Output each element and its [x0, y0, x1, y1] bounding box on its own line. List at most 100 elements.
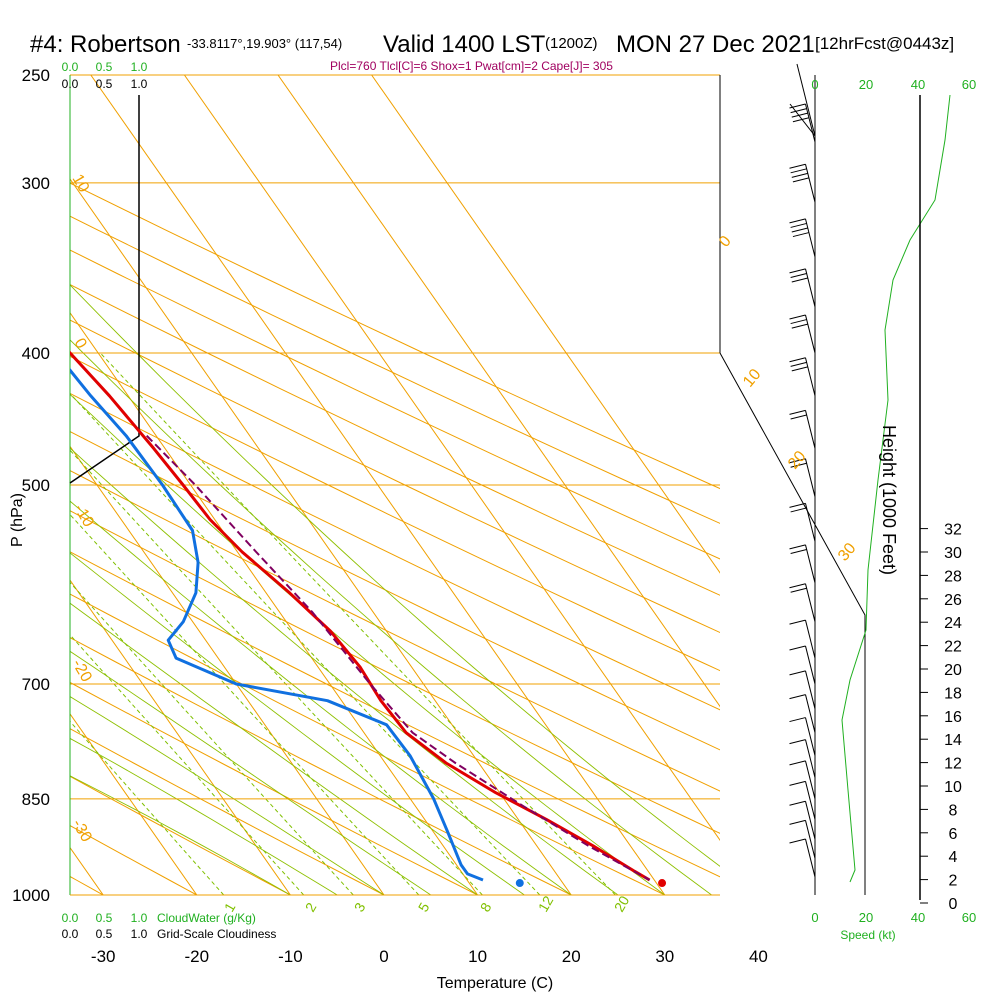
- speed-top-tick: 0: [811, 77, 818, 92]
- mixing-ratio-label: 2: [302, 900, 320, 915]
- dry-adiabat-line: [70, 355, 720, 672]
- moist-adiabat-line: [70, 775, 291, 895]
- wind-barb-staff: [805, 619, 816, 659]
- pressure-tick-label: 1000: [12, 886, 50, 905]
- height-tick-label: 24: [944, 615, 962, 632]
- series-parcel: [145, 434, 651, 881]
- dry-adiabat-line: [70, 510, 720, 834]
- series-temperature: [70, 350, 651, 882]
- wind-barb-feather: [790, 462, 807, 468]
- pressure-tick-label: 400: [22, 344, 50, 363]
- wind-barb-feather: [789, 502, 806, 508]
- height-tick-label: 8: [949, 802, 958, 819]
- speed-top-tick: 20: [859, 77, 873, 92]
- wind-barb-feather: [790, 108, 807, 114]
- cloudwater-top-tick: 0.5: [96, 60, 113, 74]
- wind-barb-staff: [805, 801, 816, 840]
- wind-barb-staff: [805, 739, 816, 778]
- dry-adiabat-line: [70, 284, 720, 596]
- mixing-ratio-line: [70, 513, 420, 895]
- dry-adiabat-label: 20: [785, 448, 810, 473]
- mixing-ratio-label: 12: [535, 893, 557, 915]
- dry-adiabat-label: 10: [69, 172, 93, 196]
- wind-barb-feather: [791, 323, 808, 329]
- speed-bottom-tick: 0: [811, 910, 818, 925]
- dry-adiabat-label: 10: [740, 366, 765, 391]
- dry-adiabat-line: [70, 551, 720, 878]
- cloudiness-profile: [69, 95, 140, 484]
- title-valid: Valid 1400 LST: [383, 31, 546, 58]
- mixing-ratio-label: 3: [351, 900, 369, 915]
- panel-boundary: [719, 352, 866, 895]
- dry-adiabat-label: -30: [69, 817, 95, 846]
- cloudwater-bottom-tick: 1.0: [131, 911, 148, 925]
- wind-barb-feather: [789, 838, 806, 844]
- height-tick-label: 16: [944, 709, 962, 726]
- wind-barb-staff: [805, 458, 816, 497]
- dry-adiabat-line: [0, 75, 10, 895]
- wind-barb-staff: [805, 164, 816, 203]
- wind-barb-feather: [790, 222, 807, 228]
- wind-barb-feather: [789, 819, 806, 825]
- temperature-tick-label: -20: [185, 947, 210, 966]
- pressure-tick-label: 250: [22, 66, 50, 85]
- wind-barb-feather: [791, 172, 808, 178]
- wind-barb-feather: [792, 177, 810, 183]
- wind-barb-feather: [789, 218, 806, 224]
- mixing-ratio-label: 20: [611, 893, 633, 915]
- height-tick-label: 14: [944, 732, 962, 749]
- pressure-tick-label: 500: [22, 476, 50, 495]
- wind-barb-staff: [805, 503, 816, 542]
- series-dewpoint: [70, 367, 484, 882]
- temperature-tick-label: 20: [562, 947, 581, 966]
- wind-barb-feather: [789, 717, 806, 723]
- height-tick-label: 26: [944, 592, 962, 609]
- wind-barb-staff: [805, 760, 816, 799]
- wind-barb-staff: [805, 357, 816, 396]
- mixing-ratio-line: [70, 581, 354, 895]
- moist-adiabat-line: [70, 650, 432, 895]
- wind-barb-feather: [789, 694, 806, 700]
- wind-barb-staff: [805, 838, 816, 878]
- title-date: MON 27 Dec 2021: [616, 31, 815, 58]
- cloudiness-top-tick: 1.0: [131, 77, 148, 91]
- wind-barb-feather: [789, 800, 806, 806]
- moist-adiabat-line: [70, 552, 525, 895]
- dry-adiabat-line: [70, 470, 720, 792]
- surface-temperature-dot: [658, 879, 667, 888]
- height-tick-label: 12: [944, 756, 962, 773]
- dry-adiabat-line: [70, 775, 291, 895]
- wind-barb-feather: [791, 112, 808, 118]
- height-tick-label: 6: [949, 826, 958, 843]
- wind-barb-feather: [790, 168, 807, 174]
- height-tick-label: 30: [944, 545, 962, 562]
- dry-adiabat-line: [70, 430, 720, 751]
- height-tick-label: 10: [944, 779, 962, 796]
- wind-barb-feather: [790, 361, 807, 367]
- wind-barb-staff: [805, 820, 816, 859]
- wind-barb-feather: [791, 227, 808, 233]
- mixing-ratio-label: 5: [415, 900, 433, 915]
- speed-top-tick: 60: [962, 77, 976, 92]
- dry-adiabat-line: [70, 182, 720, 490]
- dry-adiabat-line: [70, 593, 666, 895]
- wind-barb-feather: [790, 507, 807, 513]
- dry-adiabat-label: -10: [71, 502, 97, 531]
- wind-barb-feather: [791, 277, 808, 283]
- pressure-tick-label: 850: [22, 790, 50, 809]
- title-group: #4: Robertson -33.8117°,19.903° (117,54)…: [30, 31, 954, 73]
- title-utc: (1200Z): [545, 35, 598, 52]
- height-tick-label: 20: [944, 662, 962, 679]
- cloud-panel: 0.0 0.0 0.5 0.5 1.0 1.0 0.0 0.0 0.5 0.5 1.0 1.0 Clou…: [62, 60, 277, 941]
- speed-bottom-tick: 60: [962, 910, 976, 925]
- moist-adiabat-line: [70, 602, 478, 895]
- wind-barb-feather: [790, 414, 807, 420]
- title-forecast: [12hrFcst@0443z]: [815, 34, 954, 53]
- wind-barb-feather: [790, 272, 807, 278]
- wind-barb-feather: [790, 548, 807, 554]
- height-tick-label: 28: [944, 568, 962, 585]
- cloudwater-top-tick: 1.0: [131, 60, 148, 74]
- wind-barb-feather: [792, 232, 810, 238]
